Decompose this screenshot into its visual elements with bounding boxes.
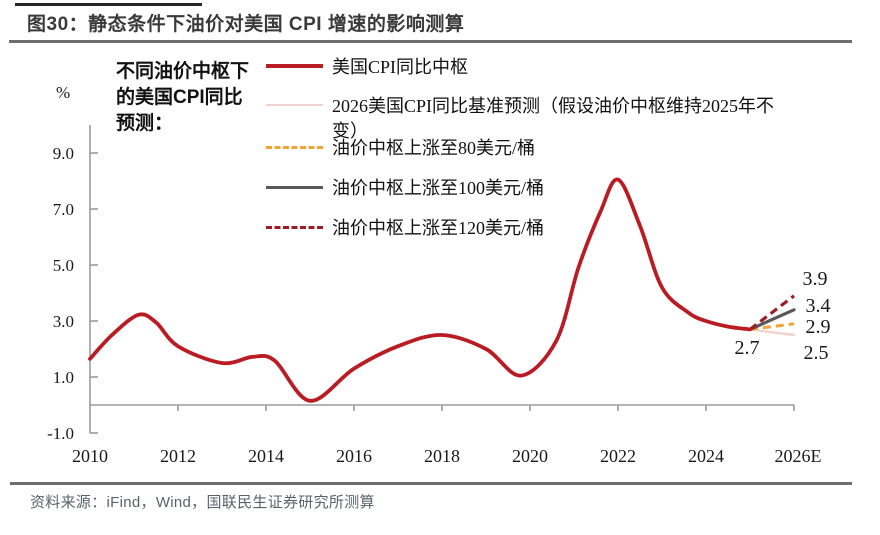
y-tick-7: 7.0: [52, 200, 74, 219]
forecast-oil-80-line: [749, 322, 795, 331]
title-divider: [9, 40, 852, 43]
legend-label-oil-120: 油价中枢上涨至120美元/桶: [332, 218, 544, 238]
value-label-oil-80: 2.9: [805, 316, 831, 338]
legend-label-oil-80: 油价中枢上涨至80美元/桶: [332, 138, 535, 158]
value-label-oil-120: 3.9: [802, 268, 828, 290]
x-tick-2018: 2018: [424, 446, 460, 466]
x-tick-2026e: 2026E: [774, 446, 822, 466]
cpi-center-line: [88, 177, 752, 403]
y-tick-3: 3.0: [52, 312, 74, 331]
legend-swatch-oil-100: [266, 186, 323, 189]
y-tick-1: 1.0: [52, 368, 74, 387]
y-tick-5: 5.0: [52, 256, 74, 275]
x-tick-2016: 2016: [336, 446, 372, 466]
source-note: 资料来源：iFind，Wind，国联民生证券研究所测算: [30, 494, 375, 511]
y-tick-9: 9.0: [52, 144, 74, 163]
chart-annotation: 不同油价中枢下 的美国CPI同比 预测：: [116, 61, 250, 134]
x-tick-2014: 2014: [248, 446, 284, 466]
x-tick-2022: 2022: [600, 446, 636, 466]
y-axis: [89, 125, 98, 434]
y-axis-unit: %: [56, 83, 71, 102]
top-accent-line: [15, 3, 202, 6]
value-label-2025: 2.7: [734, 337, 760, 359]
x-tick-2020: 2020: [512, 446, 548, 466]
y-tick-neg1: -1.0: [47, 424, 74, 443]
forecast-oil-100-line: [748, 308, 796, 331]
x-axis: [90, 404, 795, 411]
value-label-baseline: 2.5: [803, 342, 829, 364]
legend-swatch-baseline-2026: [266, 104, 323, 106]
legend-label-baseline-2026: 2026美国CPI同比基准预测（假设油价中枢维持2025年不 变）: [332, 96, 775, 141]
x-tick-2010: 2010: [72, 446, 108, 466]
legend-swatch-oil-120: [266, 226, 323, 229]
legend-swatch-cpi-center: [266, 64, 323, 68]
forecast-baseline-2026-line: [748, 328, 796, 337]
legend-label-oil-100: 油价中枢上涨至100美元/桶: [332, 178, 544, 198]
x-tick-2012: 2012: [160, 446, 196, 466]
x-tick-2024: 2024: [688, 446, 724, 466]
forecast-oil-120-line: [749, 294, 795, 331]
legend-swatch-oil-80: [266, 146, 323, 149]
figure-title: 图30：静态条件下油价对美国 CPI 增速的影响测算: [27, 14, 465, 35]
value-label-oil-100: 3.4: [805, 295, 831, 317]
footer-divider: [10, 482, 852, 485]
legend-label-cpi-center: 美国CPI同比中枢: [332, 57, 469, 77]
